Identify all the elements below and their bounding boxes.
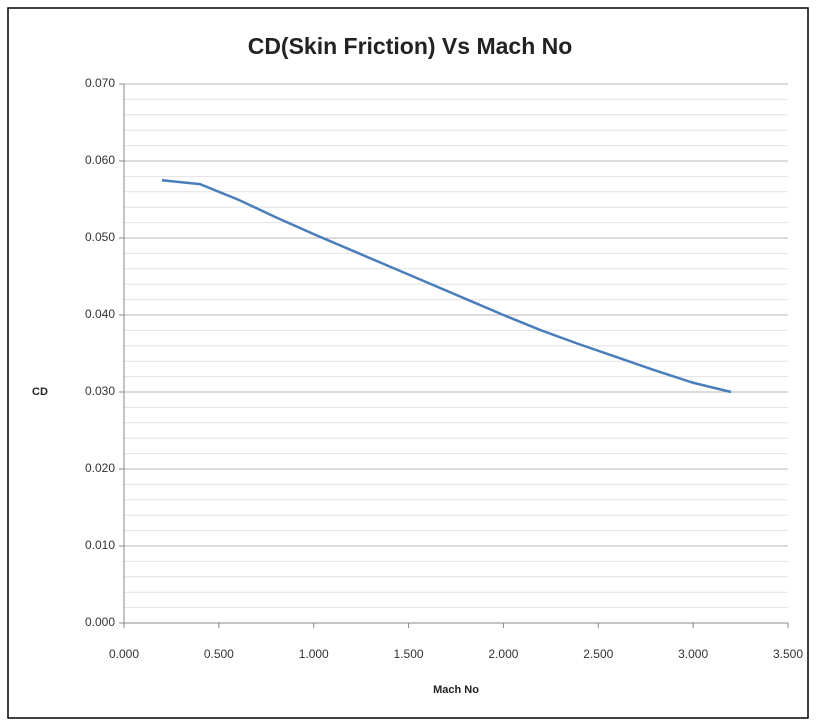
y-tick-label: 0.040 <box>85 307 115 321</box>
chart-frame <box>7 7 809 719</box>
y-tick-label: 0.020 <box>85 461 115 475</box>
y-axis-label: CD <box>32 386 48 398</box>
x-tick-label: 3.000 <box>678 647 708 661</box>
x-axis-label: Mach No <box>433 684 479 696</box>
x-tick-label: 1.000 <box>299 647 329 661</box>
chart-title: CD(Skin Friction) Vs Mach No <box>248 33 573 59</box>
x-tick-label: 2.500 <box>583 647 613 661</box>
y-tick-label: 0.030 <box>85 384 115 398</box>
y-tick-label: 0.060 <box>85 153 115 167</box>
y-tick-label: 0.050 <box>85 230 115 244</box>
x-tick-label: 3.500 <box>773 647 803 661</box>
x-tick-label: 1.500 <box>394 647 424 661</box>
data-line <box>161 179 732 394</box>
y-tick-label: 0.000 <box>85 615 115 629</box>
y-tick-label: 0.010 <box>85 538 115 552</box>
y-tick-label: 0.070 <box>85 76 115 90</box>
x-tick-label: 2.000 <box>488 647 518 661</box>
x-tick-label: 0.500 <box>204 647 234 661</box>
x-tick-label: 0.000 <box>109 647 139 661</box>
